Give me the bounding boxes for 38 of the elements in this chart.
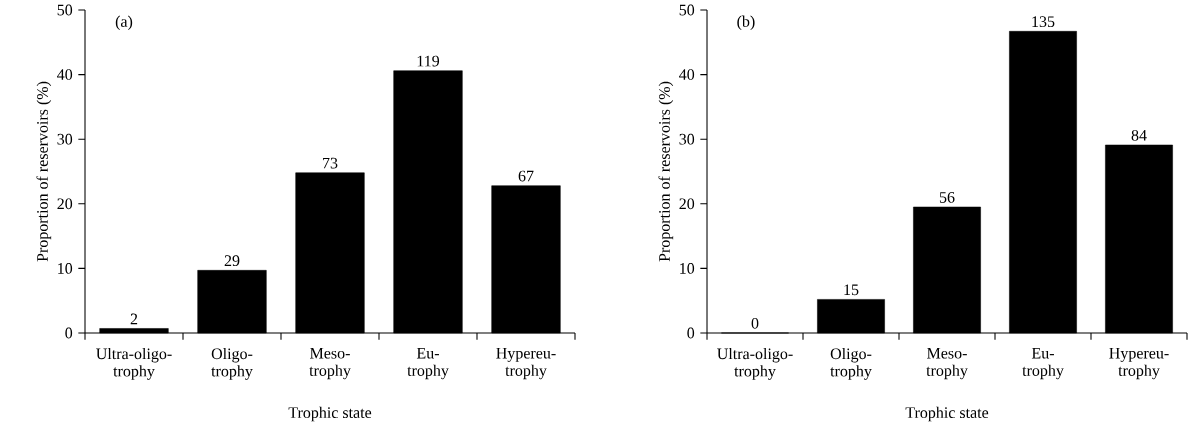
x-tick-label: Hypereu-trophy <box>1109 347 1169 380</box>
x-tick-label: Oligo-trophy <box>830 347 872 380</box>
annotation: 84 <box>1131 129 1147 141</box>
annotation: 2 <box>130 313 138 325</box>
annotation: 73 <box>323 157 338 169</box>
y-tick-label: 0 <box>687 327 695 339</box>
annotation: 56 <box>939 192 955 203</box>
annotation: 15 <box>844 284 859 296</box>
x-tick-label: Meso-trophy <box>309 347 351 380</box>
annotation: 119 <box>417 55 440 67</box>
y-tick-label: 10 <box>58 263 73 274</box>
y-tick-label: 50 <box>57 4 73 16</box>
y-tick-label: 0 <box>65 327 73 339</box>
annotation: (b) <box>737 15 755 31</box>
y-axis-title: Proportion of reservoirs (%) <box>36 81 52 262</box>
y-tick-label: 20 <box>57 198 73 210</box>
y-tick-label: 40 <box>57 69 73 80</box>
annotation: 0 <box>751 317 759 329</box>
x-tick-label: Eu-trophy <box>407 347 449 380</box>
x-axis-title: Trophic state <box>905 406 989 422</box>
y-tick-label: 20 <box>679 198 695 210</box>
x-tick-label: Ultra-oligo-trophy <box>717 347 793 380</box>
x-tick-label: Eu-trophy <box>1022 347 1064 380</box>
y-tick-label: 30 <box>57 133 73 145</box>
y-tick-label: 50 <box>679 4 695 16</box>
annotation: 135 <box>1032 16 1055 28</box>
x-tick-label: Ultra-oligo-trophy <box>96 347 172 380</box>
annotation: 67 <box>518 170 534 182</box>
y-tick-label: 10 <box>680 263 695 274</box>
y-tick-label: 30 <box>679 133 695 145</box>
x-tick-label: Meso-trophy <box>926 347 968 380</box>
x-axis-title: Trophic state <box>288 406 372 422</box>
y-tick-label: 40 <box>679 69 695 80</box>
x-tick-label: Oligo-trophy <box>211 347 253 380</box>
x-tick-label: Hypereu-trophy <box>496 347 556 380</box>
annotation: (a) <box>115 15 133 31</box>
annotation: 29 <box>224 255 240 267</box>
y-axis-title: Proportion of reservoirs (%) <box>658 81 674 262</box>
